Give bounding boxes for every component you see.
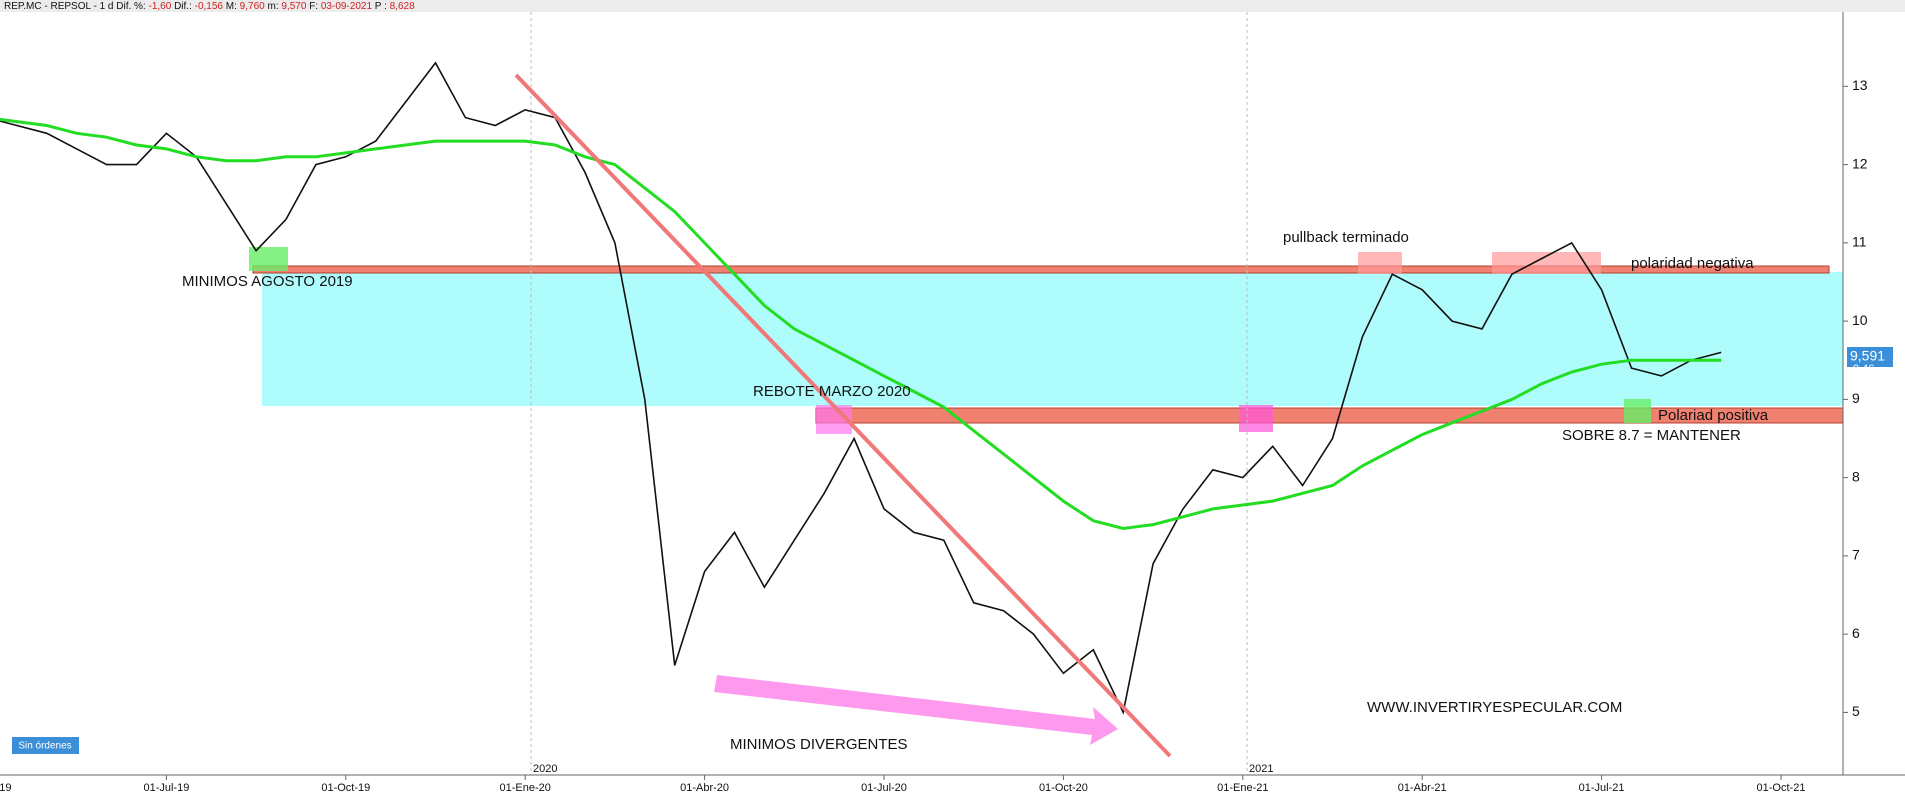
x-tick-label: 01-Jul-20 — [861, 782, 907, 794]
header-text: REP.MC - REPSOL - 1 d Dif. %: -1,60 Dif.… — [4, 1, 415, 12]
header-field: 9,760 — [240, 1, 265, 12]
annotation: MINIMOS AGOSTO 2019 — [182, 273, 353, 290]
annotation: SOBRE 8.7 = MANTENER — [1562, 427, 1741, 444]
x-tick-label: 01-Oct-21 — [1757, 782, 1806, 794]
highlight — [1239, 405, 1273, 432]
y-axis-panel — [1843, 12, 1905, 796]
header-field: Dif.: — [174, 1, 192, 12]
series-line — [0, 117, 1722, 531]
x-tick-label: 01-Oct-19 — [321, 782, 370, 794]
header-field: P : — [375, 1, 387, 12]
price-tag — [1847, 347, 1893, 367]
status-text: Sin órdenes — [18, 741, 71, 752]
y-tick-label: 6 — [1852, 625, 1860, 641]
y-tick-label: 12 — [1852, 155, 1868, 171]
annotation: Polariad positiva — [1658, 407, 1769, 424]
x-tick-label: 01-Ene-20 — [500, 782, 551, 794]
y-tick-label: 5 — [1852, 703, 1860, 719]
header-field: M: — [226, 1, 237, 12]
x-tick-label: 01-Jul-21 — [1579, 782, 1625, 794]
plot — [0, 61, 1722, 715]
zone — [262, 272, 1843, 406]
header-field: 9,570 — [281, 1, 306, 12]
status-badge — [12, 737, 79, 754]
header-field: -0,156 — [195, 1, 224, 12]
header-field: F: — [309, 1, 318, 12]
annotation: REBOTE MARZO 2020 — [753, 383, 911, 400]
header-field: 03-09-2021 — [321, 1, 373, 12]
year-label: 2020 — [533, 763, 557, 775]
highlight — [1358, 252, 1402, 274]
header-bar — [0, 0, 1905, 12]
annotation: polaridad negativa — [1631, 255, 1754, 272]
y-tick-label: 9 — [1852, 390, 1860, 406]
x-tick-label: 01-Abr-19 — [0, 782, 11, 794]
series-line — [0, 61, 1722, 715]
trend-line — [514, 73, 1172, 758]
year-label: 2021 — [1249, 763, 1273, 775]
y-tick-label: 10 — [1852, 312, 1868, 328]
x-tick-label: 01-Jul-19 — [143, 782, 189, 794]
header-field: m: — [267, 1, 278, 12]
divergence-arrow — [714, 675, 1118, 745]
y-tick-label: 7 — [1852, 547, 1860, 563]
highlight — [249, 247, 288, 271]
highlight — [1624, 399, 1651, 423]
y-tick-label: 13 — [1852, 77, 1868, 93]
annotation: pullback terminado — [1283, 229, 1409, 246]
x-tick-label: 01-Oct-20 — [1039, 782, 1088, 794]
header-field: REP.MC - REPSOL - 1 d — [4, 1, 113, 12]
header: REP.MC - REPSOL - 1 d Dif. %: -1,60 Dif.… — [4, 1, 415, 12]
y-tick-label: 11 — [1852, 234, 1867, 250]
header-field: -1,60 — [149, 1, 172, 12]
highlight — [1492, 252, 1601, 274]
y-tick-label: 8 — [1852, 468, 1860, 484]
x-tick-label: 01-Abr-20 — [680, 782, 729, 794]
x-tick-label: 01-Ene-21 — [1217, 782, 1268, 794]
x-tick-label: 01-Abr-21 — [1398, 782, 1447, 794]
header-field: 8,628 — [390, 1, 415, 12]
price-tag-label: 9,46 — [1853, 363, 1874, 375]
annotation: MINIMOS DIVERGENTES — [730, 736, 908, 753]
price-tag-label: 9,591 — [1850, 348, 1885, 364]
annotation: WWW.INVERTIRYESPECULAR.COM — [1367, 699, 1622, 716]
header-field: Dif. %: — [116, 1, 145, 12]
